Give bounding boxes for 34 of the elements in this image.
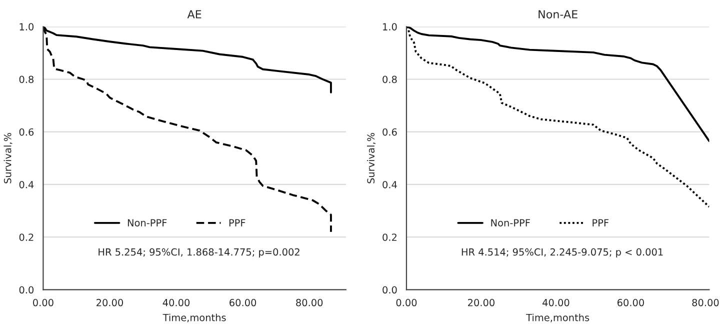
x-tick-label: 80.00 — [296, 298, 323, 306]
y-tick-label: 0.8 — [19, 76, 34, 84]
y-tick-label: 0.2 — [382, 234, 396, 241]
x-tick-label: 20.00 — [96, 298, 124, 306]
y-tick-label: 0.4 — [382, 180, 397, 188]
y-tick-label: 0.2 — [19, 234, 34, 241]
legend-label: Non-PPF — [128, 219, 167, 226]
x-tick-label: 60.00 — [230, 298, 256, 306]
x-tick-label: 20.00 — [468, 298, 494, 306]
y-tick-label: 0.0 — [382, 286, 397, 294]
y-axis-title: Survival,% — [4, 132, 12, 184]
y-tick-label: 0.6 — [382, 128, 397, 136]
legend-label: PPF — [229, 219, 246, 226]
x-axis-title: Time,months — [526, 314, 590, 322]
y-axis-title: Survival,% — [367, 132, 376, 184]
x-tick-label: 80.00 — [692, 298, 719, 306]
annotation: HR 5.254; 95%CI, 1.868-14.775; p=0.002 — [98, 248, 300, 258]
x-axis-title: Time,months — [162, 314, 226, 322]
x-tick-label: 60.00 — [617, 298, 644, 306]
y-tick-label: 1.0 — [383, 23, 397, 30]
chart-title: AE — [187, 10, 202, 18]
y-tick-label: 0.8 — [382, 76, 397, 84]
x-tick-label: 0.00 — [33, 298, 54, 306]
legend-label: Non-PPF — [491, 219, 530, 226]
x-tick-label: 40.00 — [542, 298, 570, 306]
annotation: HR 4.514; 95%CI, 2.245-9.075; p < 0.001 — [462, 248, 663, 258]
y-tick-label: 1.0 — [20, 23, 34, 30]
y-tick-label: 0.0 — [19, 286, 34, 294]
x-tick-label: 0.00 — [396, 298, 417, 306]
y-tick-label: 0.4 — [19, 180, 34, 188]
legend-label: PPF — [592, 219, 608, 226]
y-tick-label: 0.6 — [19, 128, 34, 136]
chart-title: Non-AE — [538, 10, 578, 18]
x-tick-label: 40.00 — [162, 298, 190, 306]
